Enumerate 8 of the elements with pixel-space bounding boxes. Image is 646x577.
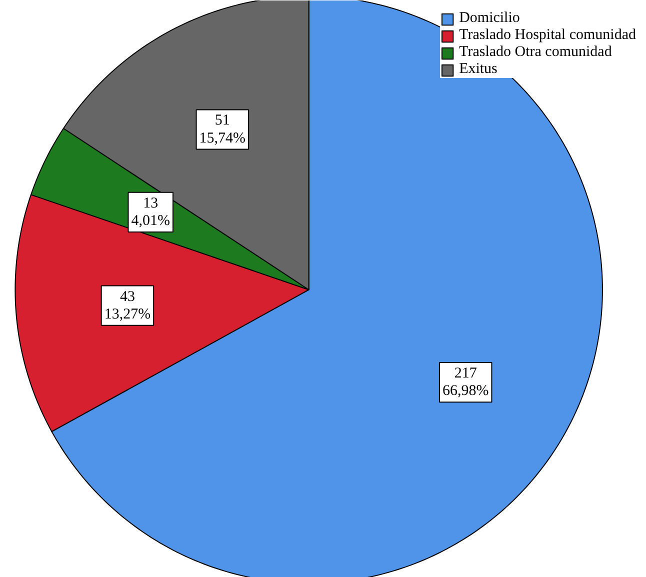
data-label: 43 13,27%	[104, 288, 151, 322]
legend-label: Traslado Otra comunidad	[459, 44, 612, 61]
data-label: 51 15,74%	[199, 112, 246, 146]
legend-label: Traslado Hospital comunidad	[459, 27, 636, 44]
legend-label: Domicilio	[459, 10, 520, 27]
data-label: 13 4,01%	[131, 195, 170, 229]
data-label: 217 66,98%	[442, 365, 489, 400]
legend-label: Exitus	[459, 61, 498, 78]
